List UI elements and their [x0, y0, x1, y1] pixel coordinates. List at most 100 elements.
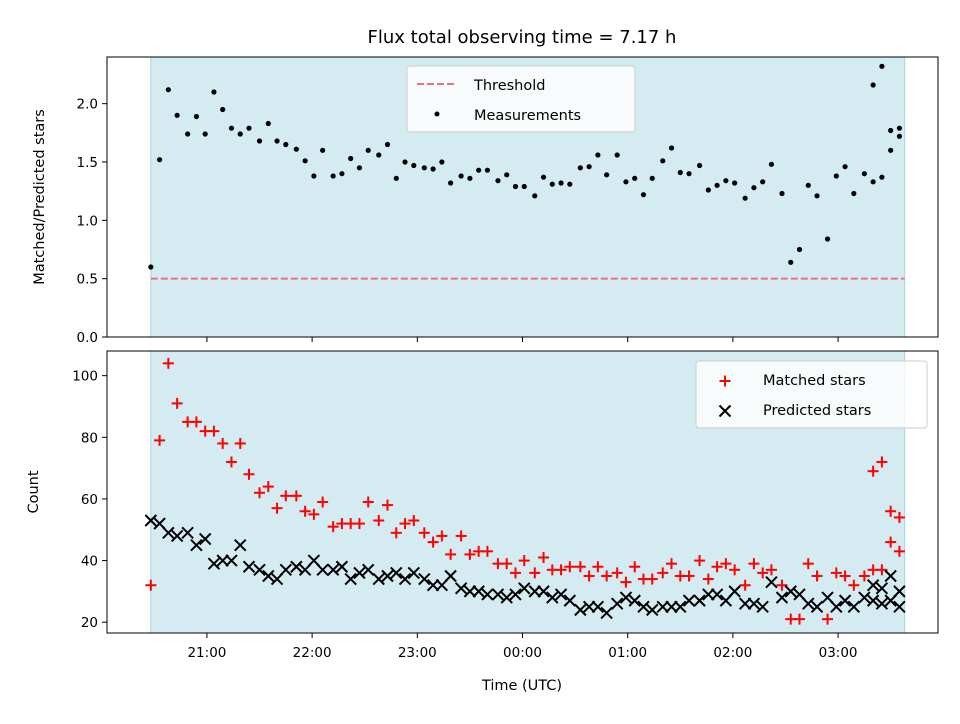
matched-legend-label: Matched stars — [763, 373, 866, 389]
matched-legend-marker — [719, 375, 731, 387]
matched-star-point — [373, 515, 385, 527]
measurement-point — [448, 180, 454, 186]
matched-star-point — [848, 579, 860, 591]
measurement-point — [549, 181, 555, 187]
predicted-star-point — [444, 569, 457, 583]
chart-title: Flux total observing time = 7.17 h — [368, 27, 677, 48]
top-legend-box — [406, 65, 636, 133]
measurement-point — [788, 259, 794, 265]
measurement-point — [640, 192, 647, 198]
x-axis-label: Time (UTC) — [481, 678, 562, 694]
measurement-point — [512, 183, 519, 190]
matched-star-point — [362, 496, 374, 508]
measurement-point — [330, 173, 336, 179]
matched-star-point — [208, 425, 220, 437]
x-tick-label: 01:00 — [608, 645, 647, 661]
measurement-point — [779, 190, 785, 197]
measurement-point — [274, 138, 280, 144]
matched-star-point — [436, 530, 448, 542]
bottom-y-axis-label: Count — [26, 470, 42, 513]
predicted-star-point — [426, 579, 440, 592]
predicted-star-point — [454, 582, 468, 595]
matched-star-point — [694, 555, 706, 567]
bottom-y-tick-label: 100 — [72, 369, 98, 385]
measurement-point — [156, 157, 163, 163]
matched-star-point — [574, 561, 586, 573]
predicted-star-point — [702, 588, 715, 601]
measurement-point — [495, 178, 501, 184]
measurement-point — [320, 147, 326, 153]
predicted-star-point — [830, 600, 843, 614]
measurement-point — [814, 193, 820, 199]
measurement-point — [348, 155, 354, 162]
matched-star-point — [327, 521, 339, 533]
matched-star-point — [858, 570, 870, 582]
measurement-point — [165, 87, 171, 93]
top-x-axis — [206, 337, 839, 342]
predicted-star-point — [747, 597, 761, 610]
measurement-point — [861, 171, 867, 177]
predicted-star-point — [362, 563, 375, 577]
predicted-star-point — [893, 600, 906, 614]
predicted-star-point — [875, 597, 889, 610]
predicted-star-point — [509, 588, 522, 601]
predicted-star-point — [528, 585, 541, 598]
matched-star-point — [162, 357, 174, 369]
matched-star-point — [757, 567, 769, 579]
predicted-star-point — [656, 600, 669, 614]
predicted-star-point — [582, 600, 596, 614]
predicted-star-point — [646, 603, 659, 617]
matched-star-point — [646, 573, 658, 585]
predicted-star-point — [884, 569, 897, 583]
predicted-star-point — [738, 597, 752, 610]
measurement-point — [870, 179, 876, 185]
matched-star-point — [739, 579, 751, 591]
measurement-point — [604, 172, 610, 178]
measurement-point — [228, 125, 235, 131]
measurement-point — [430, 166, 436, 172]
matched-star-point — [885, 505, 897, 517]
measurement-point — [768, 161, 775, 167]
top-y-axis-label: Matched/Predicted stars — [32, 109, 48, 285]
predicted-star-point — [170, 529, 184, 543]
predicted-star-point — [216, 554, 229, 567]
predicted-star-point — [162, 526, 175, 540]
matched-star-point — [611, 567, 623, 579]
predicted-star-point — [756, 600, 769, 614]
measurement-point — [211, 89, 217, 95]
predicted-star-point — [407, 566, 421, 580]
x-tick-label: 00:00 — [503, 645, 542, 661]
matched-star-point — [794, 613, 805, 625]
measurements-legend-marker — [434, 111, 440, 117]
matched-star-point — [501, 558, 513, 570]
measurement-point — [237, 131, 243, 137]
predicted-star-point — [518, 582, 531, 595]
predicted-star-point — [262, 569, 275, 583]
measurement-point — [384, 141, 391, 148]
matched-star-point — [464, 548, 476, 560]
predicted-star-point — [344, 572, 357, 586]
matched-star-point — [308, 508, 320, 520]
matched-star-point — [529, 567, 541, 579]
measurement-point — [421, 165, 427, 171]
predicted-star-point — [537, 585, 550, 598]
measurement-point — [439, 159, 445, 165]
matched-star-point — [418, 527, 430, 539]
bottom-y-tick-label: 40 — [81, 554, 98, 570]
measurement-point — [504, 172, 510, 178]
measurement-point — [714, 182, 720, 188]
predicted-star-point — [665, 600, 678, 614]
matched-star-point — [811, 570, 823, 582]
measurement-point — [476, 167, 482, 173]
predicted-star-point — [381, 569, 394, 583]
measurement-point — [577, 165, 583, 171]
matched-star-point — [720, 558, 732, 570]
predicted-star-point — [290, 560, 303, 573]
predicted-legend-marker — [718, 404, 732, 418]
matched-star-point — [234, 437, 246, 449]
measurement-point — [614, 152, 620, 158]
matched-star-point — [555, 564, 567, 576]
measurement-point — [696, 162, 703, 169]
predicted-star-point — [491, 588, 505, 601]
